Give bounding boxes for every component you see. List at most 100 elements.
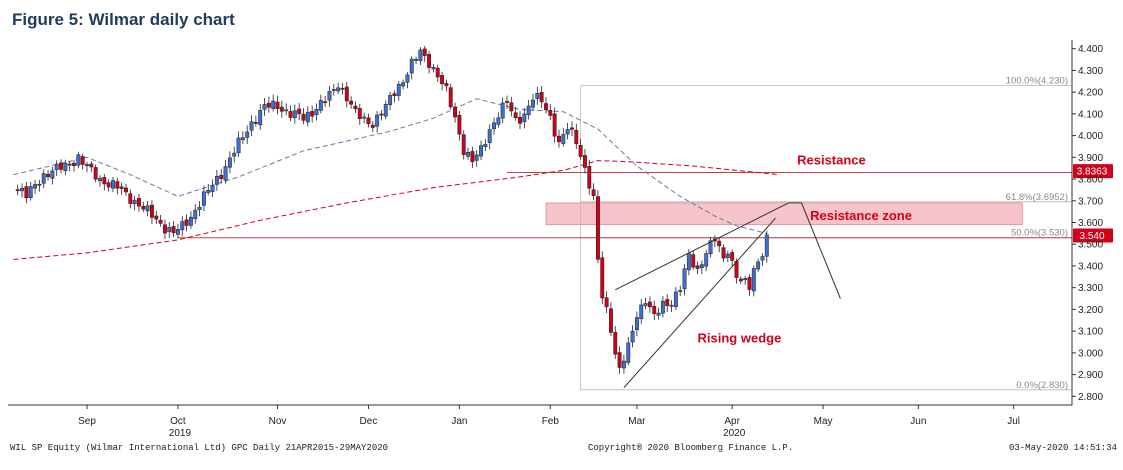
candle-down [457,115,462,135]
y-tick-label: 3.700 [1078,196,1103,207]
candle-down [505,100,509,103]
candle-up [362,116,367,119]
candle-down [583,155,587,168]
candle-down [509,102,514,112]
x-month-label: Jul [1007,416,1020,427]
candle-down [738,278,743,282]
footer-copyright: Copyright® 2020 Bloomberg Finance L.P. [588,443,793,453]
candle-down [591,189,596,197]
candle-up [28,186,33,198]
candle-up [327,91,332,101]
candle-up [33,184,37,189]
candle-down [717,240,722,247]
candle-up [630,330,635,343]
candle-down [578,145,583,157]
y-tick-label: 3.900 [1078,153,1103,164]
candle-up [223,166,228,181]
candle-up [756,261,761,270]
y-tick-label: 2.800 [1078,392,1103,403]
wedge-lower-line [623,217,776,388]
candle-down [453,106,458,118]
candle-down [59,162,63,170]
candle-down [608,308,613,333]
candle-down [435,67,440,78]
candle-up [214,176,219,185]
candle-up [760,256,765,261]
candle-down [613,332,618,355]
y-tick-label: 3.800 [1078,175,1103,186]
candle-down [310,111,315,117]
y-tick-label: 4.200 [1078,88,1103,99]
y-tick-label: 3.100 [1078,327,1103,338]
candle-up [708,240,713,255]
x-month-label: Dec [360,416,378,427]
candle-up [375,114,380,127]
fib-level-label: 50.0%(3.530) [1011,228,1068,239]
x-year-label: 2019 [169,428,192,439]
candle-up [20,187,25,192]
candle-up [145,205,150,212]
candle-up [479,145,483,157]
candle-down [427,54,432,68]
candle-up [405,74,410,83]
candle-up [245,131,250,138]
candle-up [258,110,263,126]
candle-down [154,215,159,220]
candle-down [46,173,50,178]
candle-down [379,113,384,116]
candle-down [695,265,700,269]
candle-down [344,86,349,102]
candle-down [600,257,605,299]
wedge-upper-line [615,202,789,291]
candle-up [764,234,769,257]
candle-down [604,297,609,308]
y-tick-label: 3.200 [1078,305,1103,316]
candle-down [370,124,375,128]
candle-up [492,122,496,130]
y-tick-label: 3.400 [1078,261,1103,272]
candle-up [561,134,566,144]
candle-up [474,154,479,161]
candle-down [392,93,397,97]
candle-up [496,117,501,125]
candle-down [37,183,42,186]
y-tick-label: 3.000 [1078,348,1103,359]
candle-down [279,106,284,112]
y-tick-label: 2.900 [1078,370,1103,381]
candle-up [292,110,297,118]
candle-down [119,186,124,189]
candle-up [236,137,241,154]
wedge-projection-line [788,202,841,299]
candle-down [297,108,302,115]
candle-down [24,186,29,199]
candle-up [626,342,631,363]
moving-average-200-line [13,160,780,260]
annotation-label: Resistance [797,152,866,167]
candle-down [171,226,176,234]
x-month-label: May [814,416,833,427]
candle-down [366,117,371,124]
candle-down [461,134,466,155]
y-tick-label: 4.400 [1078,44,1103,55]
candle-up [634,317,639,330]
candle-down [665,299,670,306]
candle-down [124,187,128,193]
candle-down [162,224,167,234]
resistance-zone [545,202,1023,226]
price-badge-label: 3.8363 [1077,167,1108,178]
candle-down [617,352,622,368]
candle-down [340,87,345,90]
candle-up [50,170,55,179]
candle-down [730,252,735,261]
candle-up [98,177,102,182]
x-month-label: Oct [170,416,186,427]
price-badge [1073,164,1113,179]
candle-down [106,182,111,188]
candle-up [175,229,180,235]
candle-down [275,101,280,109]
candle-down [422,48,427,56]
candle-up [197,206,202,210]
candle-down [570,127,574,130]
candle-up [336,87,341,92]
